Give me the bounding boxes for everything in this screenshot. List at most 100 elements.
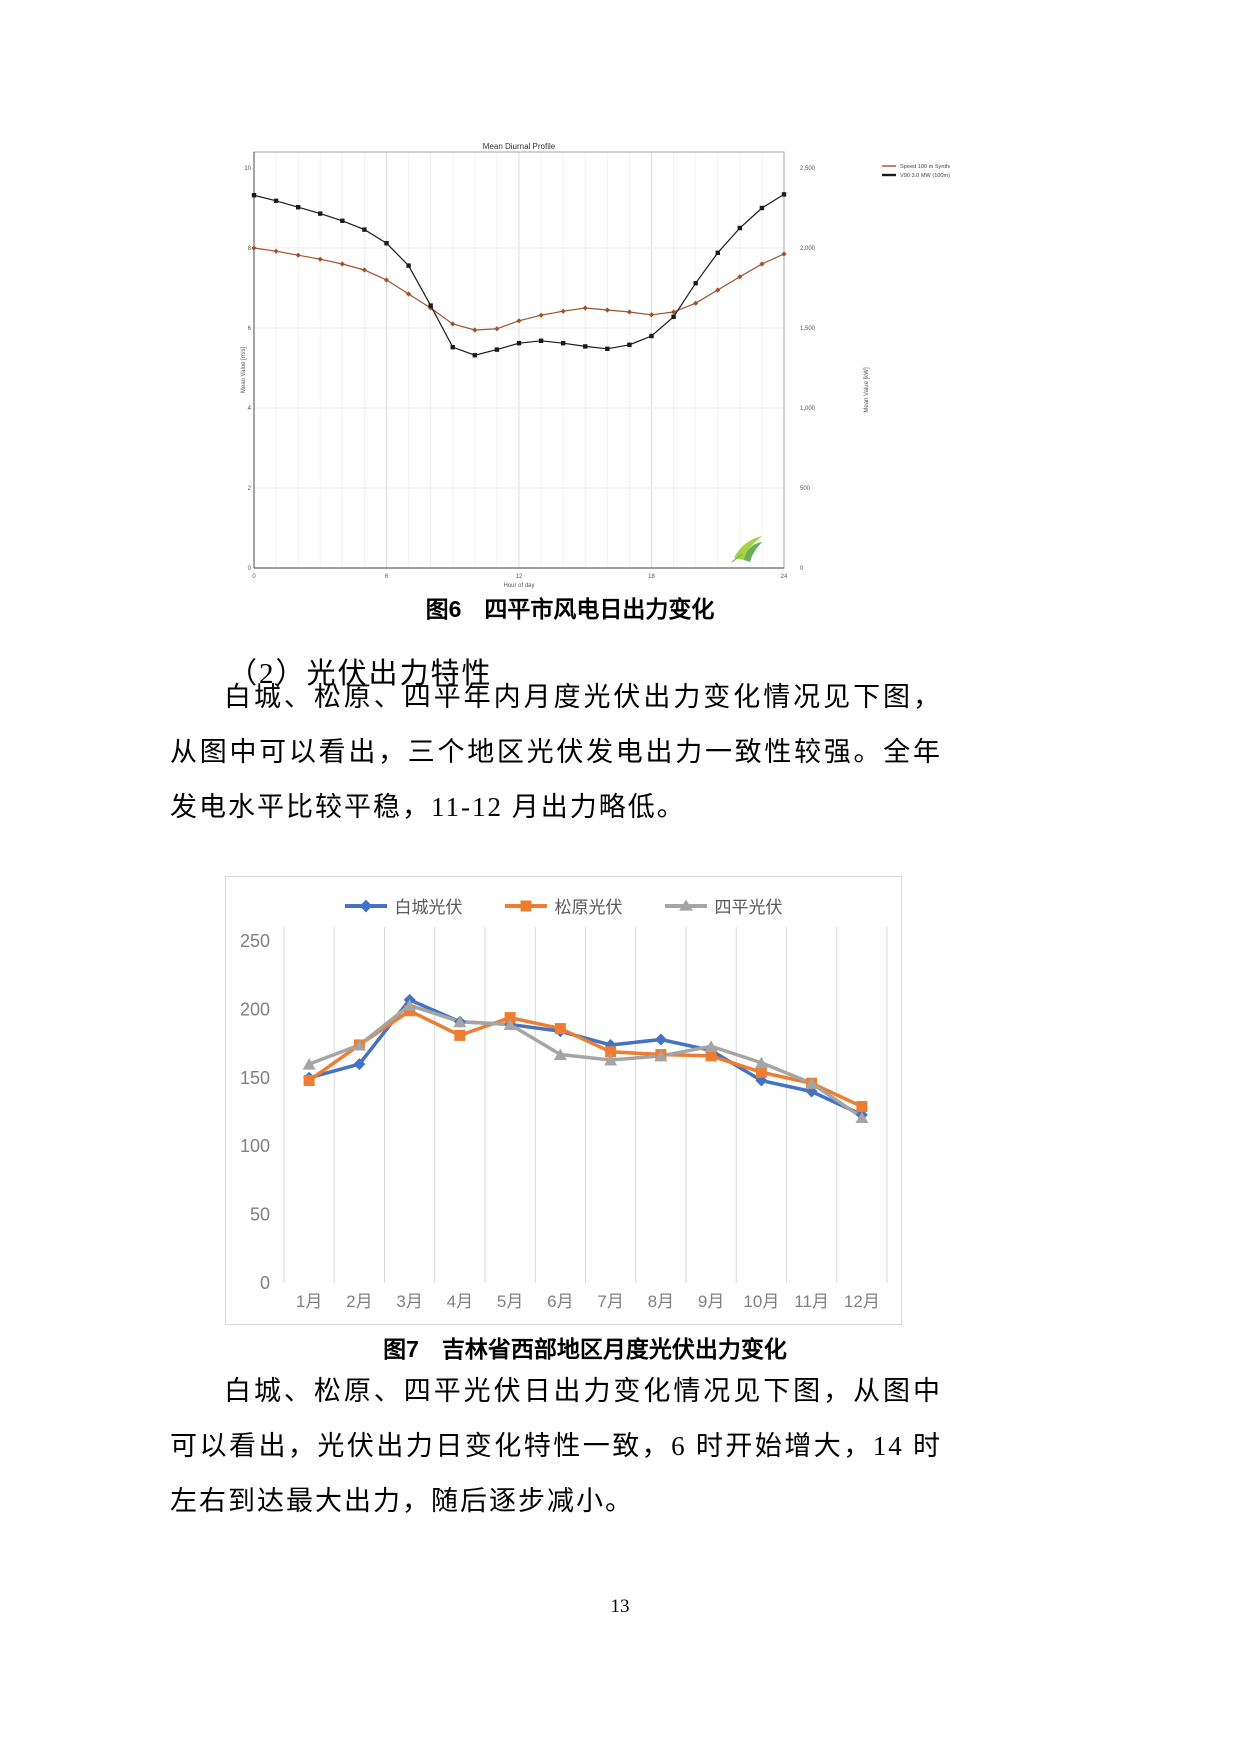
data-point-marker: [781, 192, 787, 197]
left-axis-tick: 2: [248, 486, 252, 492]
data-point-marker: [560, 341, 566, 346]
left-axis-tick: 4: [248, 406, 252, 412]
data-point-marker: [553, 1048, 567, 1061]
data-point-marker: [406, 263, 411, 268]
x-axis-tick: 12: [516, 574, 523, 580]
data-point-marker: [317, 256, 323, 262]
data-point-marker: [450, 345, 455, 350]
data-point-marker: [494, 347, 500, 352]
left-axis-tick: 8: [248, 246, 252, 252]
data-point-marker: [454, 1029, 466, 1041]
data-point-marker: [604, 1038, 617, 1051]
data-point-marker: [361, 267, 368, 273]
chart-title: Mean Diurnal Profile: [483, 142, 556, 151]
data-point-marker: [670, 309, 677, 315]
data-point-marker: [805, 1085, 818, 1098]
y-axis-tick: 100: [240, 1136, 270, 1156]
bird-tail: [731, 553, 743, 563]
legend-line: [344, 899, 387, 912]
bird-logo-icon: [731, 536, 762, 563]
data-point-marker: [754, 1056, 768, 1069]
square-marker-icon: [520, 900, 531, 911]
data-point-marker: [805, 1077, 819, 1089]
data-point-marker: [472, 353, 478, 358]
data-point-marker: [384, 241, 389, 246]
data-point-marker: [504, 1012, 516, 1024]
data-point-marker: [318, 211, 323, 216]
legend-label: 松原光伏: [554, 898, 623, 917]
data-point-marker: [538, 312, 544, 318]
data-point-marker: [715, 287, 721, 293]
left-axis-tick: 10: [244, 166, 251, 172]
x-axis-tick: 3月: [396, 1292, 422, 1311]
y-axis-tick: 200: [240, 999, 270, 1019]
paragraph-2: 白城、松原、四平光伏日出力变化情况见下图，从图中可以看出，光伏出力日变化特性一致…: [170, 1376, 942, 1516]
data-point-marker: [737, 274, 743, 280]
data-point-marker: [503, 1018, 517, 1030]
data-point-marker: [755, 1066, 767, 1078]
data-point-marker: [582, 305, 588, 311]
x-axis-tick: 12月: [844, 1292, 880, 1311]
legend-item-baicheng: 白城光伏: [344, 893, 463, 918]
legend-label: V90 3.0 MW (100m) Power Output: [900, 173, 950, 179]
data-point-marker: [453, 1015, 467, 1028]
legend-item-songyuan: 松原光伏: [504, 893, 623, 918]
x-axis-tick: 9月: [698, 1292, 724, 1311]
y-axis-tick: 150: [240, 1068, 270, 1088]
pv-monthly-chart-panel: 白城光伏 松原光伏 四平光伏 0 50 100 150 200 250 1月 2月 3月 4月 5月…: [225, 876, 902, 1325]
right-axis-tick: 2,500: [800, 166, 816, 172]
x-axis-tick: 24: [781, 574, 788, 580]
x-axis-title: Hour of day: [503, 583, 534, 589]
series-line-1: [307, 1009, 864, 1109]
data-point-marker: [649, 333, 654, 339]
x-axis-tick: 5月: [497, 1292, 523, 1311]
right-axis-tick: 0: [800, 566, 804, 572]
data-point-marker: [626, 309, 633, 315]
data-point-marker: [737, 225, 743, 231]
y-axis-tick: 250: [240, 931, 270, 951]
right-axis-tick: 1,500: [800, 326, 816, 332]
data-point-marker: [428, 303, 433, 308]
x-axis-tick: 2月: [346, 1292, 372, 1311]
data-point-marker: [403, 999, 417, 1011]
bird-body: [744, 542, 762, 562]
right-axis-tick: 1,000: [800, 406, 816, 412]
bird-wing: [734, 536, 762, 560]
data-point-marker: [251, 245, 257, 251]
x-axis-tick: 7月: [597, 1292, 623, 1311]
data-point-marker: [302, 1058, 316, 1070]
page-number: 13: [610, 1596, 630, 1617]
x-axis-tick: 1月: [296, 1292, 322, 1311]
data-point-marker: [516, 318, 522, 324]
data-point-marker: [715, 250, 720, 255]
data-point-marker: [781, 251, 787, 257]
data-point-marker: [560, 308, 566, 314]
data-point-marker: [759, 261, 765, 267]
legend-label: 四平光伏: [714, 898, 783, 917]
data-point-marker: [605, 1046, 617, 1058]
x-axis-tick: 8月: [648, 1292, 674, 1311]
left-axis-title: Mean Value [m/s]: [241, 347, 247, 394]
data-point-marker: [352, 1038, 366, 1051]
data-point-marker: [303, 1075, 315, 1087]
data-point-marker: [538, 338, 544, 343]
triangle-marker-icon: [678, 899, 693, 911]
data-point-marker: [472, 327, 478, 333]
data-point-marker: [654, 1049, 668, 1062]
legend-label: Speed 100 m Synthesized: [900, 164, 950, 170]
legend-item-siping: 四平光伏: [664, 893, 783, 918]
data-point-marker: [855, 1111, 869, 1123]
data-point-marker: [340, 218, 345, 223]
data-point-marker: [648, 312, 655, 318]
data-point-marker: [494, 326, 500, 332]
right-axis-title: Mean Value [kW]: [864, 367, 870, 413]
x-axis-tick: 18: [648, 574, 655, 580]
data-point-marker: [383, 277, 390, 283]
data-point-marker: [704, 1040, 718, 1052]
left-axis-tick: 0: [248, 566, 252, 572]
data-point-marker: [583, 344, 588, 349]
x-axis-tick: 4月: [447, 1292, 473, 1311]
x-axis-tick: 11月: [794, 1292, 829, 1311]
data-point-marker: [554, 1023, 566, 1035]
